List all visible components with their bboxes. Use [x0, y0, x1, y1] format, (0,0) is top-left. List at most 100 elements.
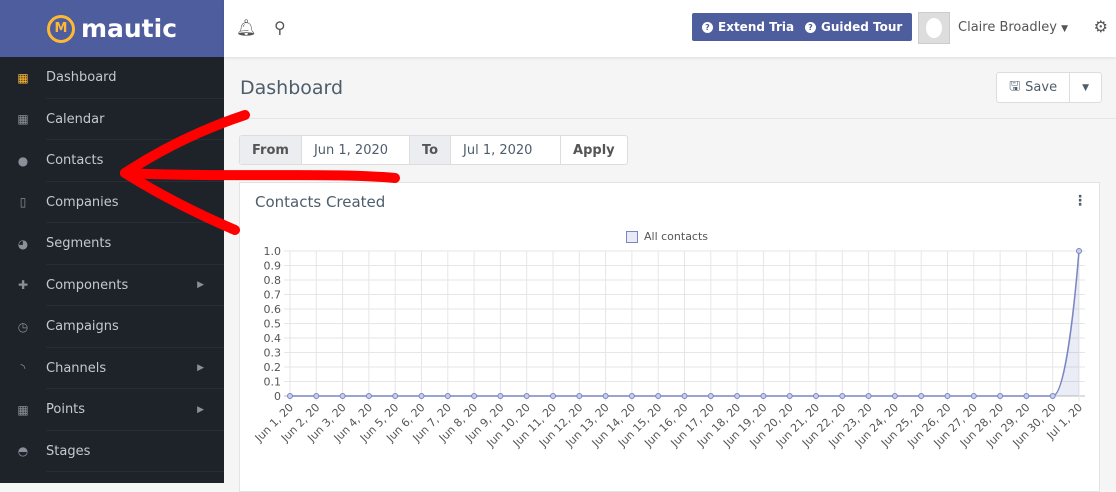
sidebar-item-channels[interactable]: ◝ Channels ▶: [0, 348, 224, 390]
legend-swatch: [626, 230, 638, 243]
y-tick-label: 0.1: [264, 376, 282, 389]
more-options-icon[interactable]: ⋮: [1073, 193, 1087, 209]
y-tick-label: 0.4: [264, 332, 282, 345]
data-point: [444, 393, 451, 399]
data-point: [1023, 393, 1030, 399]
tachometer-icon: ◓: [17, 444, 29, 459]
data-point: [1076, 248, 1082, 254]
data-point: [997, 393, 1004, 399]
data-point: [628, 393, 635, 399]
extend-trial-button[interactable]: ? Extend Trial: [692, 13, 809, 41]
data-point: [550, 393, 556, 399]
sidebar-item-label: Points: [46, 402, 86, 418]
bell-icon[interactable]: 🔔︎: [236, 18, 257, 37]
legend-label: All contacts: [644, 230, 709, 243]
data-point: [786, 393, 793, 399]
mautic-logo-icon: M: [46, 14, 75, 43]
data-point: [313, 393, 320, 399]
save-button-group: 🖫 Save ▼: [996, 72, 1102, 103]
y-tick-label: 0.3: [264, 347, 282, 360]
sidebar-item-label: Companies: [46, 194, 119, 210]
user-icon: ●: [17, 153, 29, 168]
data-point: [655, 393, 662, 399]
data-point: [707, 393, 714, 399]
data-point: [471, 393, 478, 399]
data-point: [287, 393, 293, 399]
data-point: [734, 393, 741, 399]
contacts-created-widget: Contacts Created ⋮ All contacts: [239, 182, 1100, 492]
data-point: [918, 393, 925, 399]
to-date-input[interactable]: Jul 1, 2020: [451, 136, 562, 164]
caret-right-icon: ▶: [197, 280, 204, 291]
save-label: Save: [1025, 80, 1058, 95]
save-button[interactable]: 🖫 Save: [997, 73, 1071, 102]
save-dropdown-toggle[interactable]: ▼: [1070, 73, 1101, 102]
data-point: [392, 393, 399, 399]
sidebar-item-dashboard[interactable]: ▦ Dashboard: [0, 57, 224, 99]
data-point: [891, 393, 898, 399]
search-icon[interactable]: ⚲: [274, 18, 286, 37]
user-name: Claire Broadley: [958, 20, 1057, 35]
sidebar-item-segments[interactable]: ◕ Segments: [0, 223, 224, 265]
data-point: [865, 393, 872, 399]
floppy-icon: 🖫: [1009, 78, 1021, 94]
guided-tour-label: Guided Tour: [821, 20, 903, 34]
clock-icon: ◷: [17, 319, 29, 334]
data-point: [576, 393, 583, 399]
page-title: Dashboard: [240, 77, 344, 99]
y-tick-label: 0.5: [264, 318, 282, 331]
sidebar-item-label: Calendar: [46, 111, 105, 127]
y-tick-label: 0.9: [264, 260, 282, 273]
y-tick-label: 1.0: [264, 245, 282, 258]
to-label: To: [409, 136, 452, 164]
sidebar-nav: ▦ Dashboard ▦ Calendar ● Contacts ▯ Companies ◕ S…: [0, 57, 224, 472]
data-point: [760, 393, 767, 399]
building-icon: ▯: [19, 195, 27, 210]
grid-icon: ▦: [17, 70, 29, 85]
data-point: [944, 393, 951, 399]
data-point: [523, 393, 530, 399]
data-point: [839, 393, 846, 399]
data-point: [602, 393, 609, 399]
gear-icon[interactable]: ⚙: [1093, 17, 1108, 36]
extend-trial-label: Extend Trial: [718, 20, 799, 34]
data-point: [339, 393, 346, 399]
rss-icon: ◝: [20, 361, 26, 376]
guided-tour-button[interactable]: ? Guided Tour: [795, 13, 913, 41]
sidebar-item-stages[interactable]: ◓ Stages: [0, 431, 224, 473]
avatar[interactable]: [918, 12, 950, 44]
caret-down-icon: ▼: [1061, 24, 1068, 34]
question-icon: ?: [805, 21, 816, 33]
question-icon: ?: [702, 21, 713, 33]
from-date-input[interactable]: Jun 1, 2020: [302, 136, 410, 164]
sidebar-item-label: Stages: [46, 443, 91, 459]
user-menu[interactable]: Claire Broadley ▼: [958, 20, 1068, 35]
data-point: [681, 393, 688, 399]
pie-chart-icon: ◕: [17, 236, 29, 251]
calendar-icon: ▦: [17, 112, 29, 127]
chart-legend[interactable]: All contacts: [626, 230, 708, 243]
sidebar-item-points[interactable]: ▦ Points ▶: [0, 389, 224, 431]
data-point: [418, 393, 425, 399]
apply-button[interactable]: Apply: [573, 142, 615, 158]
sidebar-item-components[interactable]: ✚ Components ▶: [0, 265, 224, 307]
from-label: From: [240, 136, 302, 164]
sidebar-item-label: Channels: [46, 360, 107, 376]
data-point: [365, 393, 372, 399]
sidebar-item-label: Campaigns: [46, 319, 119, 335]
calculator-icon: ▦: [17, 402, 29, 417]
topbar: 🔔︎ ⚲ ? Extend Trial ? Guided Tour Claire B…: [224, 0, 1116, 57]
sidebar-item-label: Segments: [46, 236, 112, 252]
caret-down-icon: ▼: [1082, 82, 1089, 93]
page-header: Dashboard 🖫 Save ▼: [224, 57, 1116, 119]
sidebar-item-label: Components: [46, 277, 129, 293]
y-tick-label: 0.2: [264, 361, 282, 374]
caret-right-icon: ▶: [197, 363, 204, 374]
data-point: [1049, 393, 1056, 399]
sidebar-item-campaigns[interactable]: ◷ Campaigns: [0, 306, 224, 348]
data-point: [497, 393, 504, 399]
sidebar-item-label: Contacts: [46, 153, 104, 169]
